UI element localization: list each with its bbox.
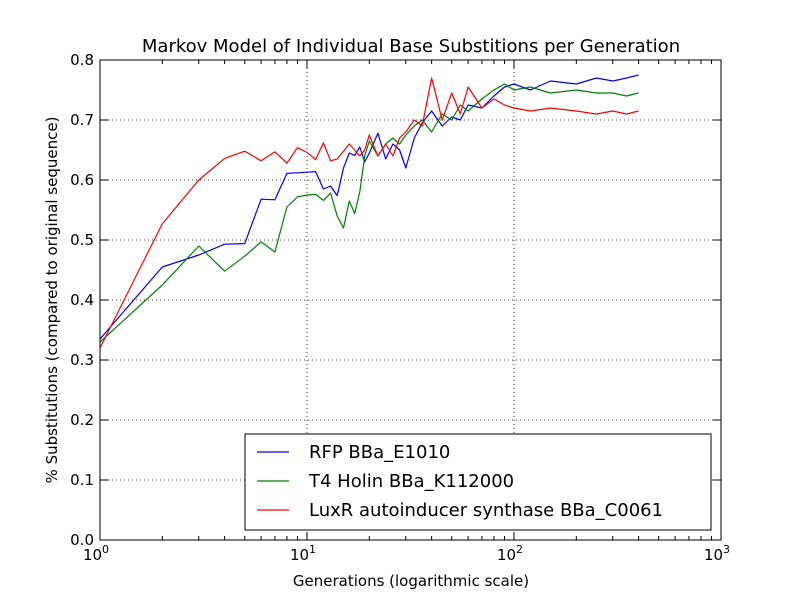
- chart-title: Markov Model of Individual Base Substiti…: [142, 36, 680, 57]
- x-tick-base: 10: [83, 546, 102, 564]
- y-tick-label: 0.8: [70, 51, 94, 69]
- series-lines: [99, 74, 639, 349]
- x-tick-label: 103: [704, 543, 730, 564]
- x-tick-exponent: 1: [309, 543, 316, 556]
- y-tick-label: 0.1: [70, 471, 94, 489]
- x-axis-title: Generations (logarithmic scale): [293, 572, 529, 590]
- y-tick-label: 0.7: [70, 111, 94, 129]
- x-tick-base: 10: [704, 546, 723, 564]
- y-tick-label: 0.2: [70, 411, 94, 429]
- legend-label-3: LuxR autoinducer synthase BBa_C0061: [309, 500, 663, 521]
- legend: RFP BBa_E1010 T4 Holin BBa_K112000 LuxR au…: [244, 433, 712, 531]
- legend-label-1: RFP BBa_E1010: [309, 442, 450, 463]
- x-tick-base: 10: [497, 546, 516, 564]
- y-axis-title: % Substitutions (compared to original se…: [43, 117, 61, 484]
- series-line-3: [99, 77, 639, 349]
- y-tick-label: 0.5: [70, 231, 94, 249]
- series-line-1: [99, 74, 639, 340]
- x-tick-exponent: 2: [516, 543, 523, 556]
- legend-label-2: T4 Holin BBa_K112000: [308, 471, 514, 492]
- x-tick-label: 102: [497, 543, 523, 564]
- y-tick-label: 0.0: [70, 531, 94, 549]
- y-tick-label: 0.4: [70, 291, 94, 309]
- x-tick-label: 101: [290, 543, 316, 564]
- x-tick-label: 100: [83, 543, 109, 564]
- legend-box: [244, 433, 712, 531]
- y-tick-label: 0.6: [70, 171, 94, 189]
- x-tick-exponent: 0: [102, 543, 109, 556]
- x-tick-exponent: 3: [723, 543, 730, 556]
- x-tick-base: 10: [290, 546, 309, 564]
- y-tick-label: 0.3: [70, 351, 94, 369]
